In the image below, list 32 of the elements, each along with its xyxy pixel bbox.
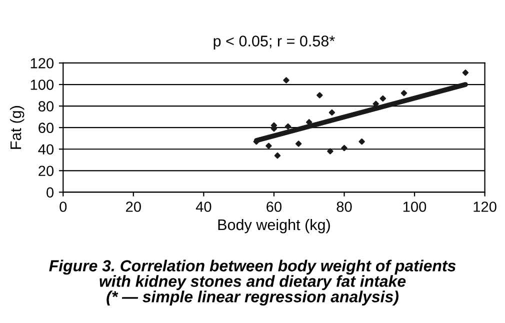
point xyxy=(358,138,365,145)
point xyxy=(372,100,379,107)
x-tick-label: 20 xyxy=(126,202,141,212)
x-axis-title: Body weight (kg) xyxy=(218,218,330,234)
point xyxy=(328,109,336,116)
point xyxy=(400,90,408,96)
point xyxy=(274,152,281,159)
point xyxy=(316,92,323,98)
x-tick-label: 0 xyxy=(60,202,67,212)
y-tick-label: 20 xyxy=(38,166,54,176)
x-tick-label: 120 xyxy=(474,202,496,212)
y-tick-label: 80 xyxy=(38,101,54,112)
point xyxy=(462,70,469,76)
y-tick-label: 0 xyxy=(46,187,54,198)
x-tick-label: 80 xyxy=(336,202,352,212)
y-tick-label: 120 xyxy=(30,58,54,68)
point xyxy=(327,148,334,154)
x-tick-label: 60 xyxy=(266,202,282,212)
caption: Figure 3. Correlation between body weight of patients with kidney stones and dietary fat intake (* — simple linear regression analysis) xyxy=(49,260,456,306)
point xyxy=(266,142,272,149)
y-axis-title: Fat (g) xyxy=(10,106,24,149)
point xyxy=(284,123,292,130)
x-tick-label: 100 xyxy=(403,202,426,212)
y-tick-label: 100 xyxy=(30,80,54,90)
y-tick-label: 60 xyxy=(38,122,54,134)
y-tick-label: 40 xyxy=(38,144,54,155)
point xyxy=(380,95,386,102)
x-tick-label: 40 xyxy=(196,202,212,212)
point xyxy=(341,144,348,152)
point xyxy=(295,140,302,147)
chart-title: p < 0.05; r = 0.58* xyxy=(214,36,335,50)
point xyxy=(283,77,290,84)
